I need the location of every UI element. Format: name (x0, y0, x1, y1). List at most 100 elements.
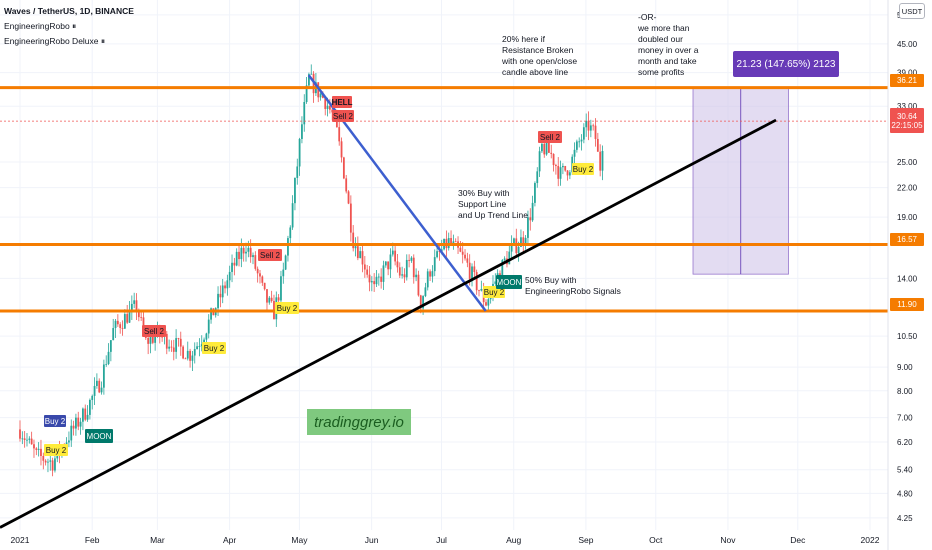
candle-body (327, 106, 329, 109)
candle-body (602, 151, 604, 171)
time-axis[interactable]: 2021 Feb Mar Apr May Jun Jul Aug Sep Oct Nov Dec 202… (11, 535, 880, 545)
time-tick-label: Aug (506, 535, 521, 545)
signal-moon-tag[interactable]: MOON (496, 275, 522, 289)
candle-body (126, 314, 128, 323)
candle-body (383, 265, 385, 281)
signal-buy-tag[interactable]: Buy 2 (572, 163, 594, 175)
candle-body (112, 328, 114, 340)
price-tick-label: 7.00 (897, 414, 913, 423)
candle-body (320, 94, 322, 98)
candle-body (329, 106, 331, 110)
last-price-label: 30.64 22:15:05 (890, 108, 924, 133)
candle-body (257, 269, 259, 273)
candle-body (217, 294, 219, 308)
candle-body (28, 439, 30, 440)
candle-body (229, 272, 231, 280)
candle-body (101, 388, 103, 393)
candle-body (373, 281, 375, 284)
candle-body (136, 300, 138, 311)
candle-body (45, 461, 47, 463)
candle-body (80, 422, 82, 427)
candle-body (206, 334, 208, 340)
candle-body (182, 347, 184, 359)
time-tick-label: Jun (365, 535, 379, 545)
candle-body (567, 171, 569, 176)
candle-body (485, 302, 487, 305)
candle-body (296, 166, 298, 177)
signal-buy-tag[interactable]: Buy 2 (275, 302, 299, 314)
candle-body (399, 267, 401, 275)
candle-body (294, 178, 296, 203)
resistance-note: 20% here if Resistance Broken with one o… (502, 34, 577, 78)
candle-body (261, 276, 263, 282)
candle-body (175, 338, 177, 352)
candle-body (378, 277, 380, 278)
candle-body (54, 458, 56, 470)
candle-body (338, 127, 340, 141)
candle-body (536, 171, 538, 183)
candle-body (166, 334, 168, 349)
candle-body (254, 255, 256, 269)
price-tick-label: 25.00 (897, 158, 918, 167)
candle-body (19, 429, 21, 438)
candle-body (543, 144, 545, 155)
signal-hell-tag[interactable]: HELL (332, 96, 352, 108)
candle-body (236, 252, 238, 266)
candle-body (504, 258, 506, 260)
candle-body (429, 271, 431, 276)
price-tick-label: 19.00 (897, 213, 918, 222)
candle-body (268, 298, 270, 303)
candle-body (264, 283, 266, 289)
signal-sell-tag[interactable]: Sell 2 (332, 110, 354, 122)
candle-body (362, 251, 364, 264)
candle-body (427, 271, 429, 287)
candle-body (581, 140, 583, 142)
candle-body (415, 275, 417, 277)
candle-body (387, 262, 389, 270)
candle-body (408, 260, 410, 261)
candle-body (406, 260, 408, 277)
candle-body (73, 426, 75, 429)
candle-body (529, 217, 531, 220)
signal-moon-tag[interactable]: MOON (85, 429, 113, 443)
candle-body (557, 166, 559, 179)
candle-body (35, 448, 37, 450)
signal-sell-tag[interactable]: Sell 2 (258, 249, 282, 261)
signal-buy-tag[interactable]: Buy 2 (202, 342, 226, 354)
candle-body (292, 203, 294, 227)
price-axis[interactable]: 4.25 4.80 5.40 6.20 7.00 8.00 9.00 10.50 14.00 19… (897, 11, 918, 523)
candle-body (94, 386, 96, 396)
candle-body (466, 258, 468, 262)
time-tick-label: Feb (85, 535, 100, 545)
indicator-engineeringrobo[interactable]: EngineeringRobo ⏸ (4, 19, 134, 34)
signal-sell-tag[interactable]: Sell 2 (538, 131, 562, 143)
candle-body (259, 273, 261, 276)
indicator-engineeringrobo-deluxe[interactable]: EngineeringRobo Deluxe ⏸ (4, 34, 134, 49)
candle-body (397, 261, 399, 267)
candle-body (278, 297, 280, 300)
candle-body (359, 251, 361, 258)
candle-body (418, 275, 420, 296)
candle-body (560, 167, 562, 179)
candle-body (350, 204, 352, 233)
candle-body (96, 381, 98, 386)
candle-body (299, 139, 301, 166)
bar-countdown: 22:15:05 (891, 121, 922, 130)
candle-body (357, 246, 359, 258)
signal-sell-tag[interactable]: Sell 2 (142, 325, 166, 337)
candle-body (539, 151, 541, 171)
candle-body (173, 347, 175, 351)
symbol-title[interactable]: Waves / TetherUS, 1D, BINANCE (4, 4, 134, 19)
candle-body (252, 255, 254, 257)
candle-body (247, 248, 249, 252)
signal-buy-tag[interactable]: Buy 2 (44, 444, 68, 456)
signal-buy-tag[interactable]: Buy 2 (44, 415, 66, 427)
currency-button[interactable]: USDT (899, 3, 925, 19)
candle-body (117, 321, 119, 324)
candle-body (592, 125, 594, 126)
candle-body (590, 125, 592, 130)
candle-body (115, 321, 117, 328)
candle-body (287, 238, 289, 255)
